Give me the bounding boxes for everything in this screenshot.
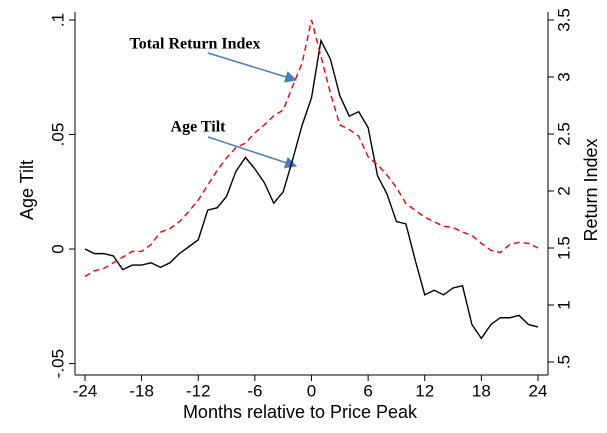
x-tick-label: 18	[472, 381, 491, 400]
y-tick-label: 0	[48, 244, 67, 253]
series-line	[84, 38, 539, 340]
x-tick-label: -24	[73, 381, 98, 400]
y2-tick-label: 1.5	[554, 236, 573, 260]
x-tick-label: -6	[247, 381, 262, 400]
y-tick-label: -.05	[48, 349, 67, 378]
y2-tick-label: 3.5	[554, 8, 573, 32]
y2-tick-label: 3	[554, 72, 573, 81]
x-axis-label: Months relative to Price Peak	[183, 402, 418, 422]
x-tick-label: -12	[186, 381, 211, 400]
x-tick-label: 6	[363, 381, 372, 400]
annotation-arrow	[207, 52, 298, 83]
x-tick-label: 24	[529, 381, 548, 400]
y2-tick-label: 1	[554, 300, 573, 309]
y2-tick-label: 2.5	[554, 122, 573, 146]
x-tick-label: 12	[415, 381, 434, 400]
y2-axis-label: Return Index	[581, 138, 601, 241]
y2-tick-label: 2	[554, 186, 573, 195]
x-tick-label: -18	[129, 381, 154, 400]
x-tick-label: 0	[307, 381, 316, 400]
annotation-arrow	[207, 136, 298, 169]
annotation: Total Return Index	[130, 36, 261, 53]
y2-tick-label: .5	[554, 355, 573, 369]
y-tick-label: .1	[48, 13, 67, 27]
series-line	[84, 19, 539, 278]
y-tick-label: .05	[48, 123, 67, 147]
annotation: Age Tilt	[171, 119, 227, 136]
y-axis-label: Age Tilt	[17, 160, 37, 220]
